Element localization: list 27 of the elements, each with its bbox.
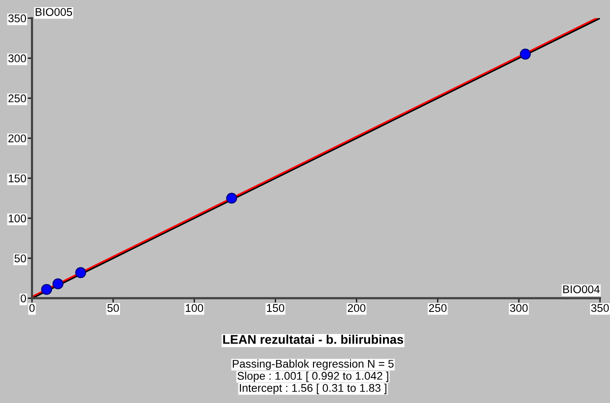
- y-tick-label: 0: [20, 294, 26, 302]
- x-tick-label: 250: [429, 304, 447, 312]
- y-tick-label: 150: [8, 174, 26, 182]
- text: LEAN rezultatai - b. bilirubinas: [223, 334, 404, 344]
- point: [41, 284, 52, 295]
- y-tick-label: 200: [8, 134, 26, 142]
- y-tick-label: 250: [8, 94, 26, 102]
- text: Slope : 1.001 [ 0.992 to 1.042 ]: [238, 372, 388, 382]
- point: [75, 267, 86, 278]
- x-tick-label: 350: [591, 304, 609, 312]
- y-axis-title: BIO005: [36, 8, 72, 16]
- x-axis-title: BIO004: [563, 285, 600, 294]
- y-tick-label: 300: [8, 54, 26, 62]
- x-tick-label: 50: [107, 304, 119, 312]
- y-tick-label: 350: [8, 14, 26, 22]
- text: Intercept : 1.56 [ 0.31 to 1.83 ]: [240, 384, 386, 394]
- x-tick-label: 150: [267, 304, 284, 312]
- y-tick-label: 50: [14, 254, 26, 262]
- point: [520, 48, 531, 60]
- x-tick-label: 0: [29, 304, 35, 312]
- x-tick-label: 300: [510, 304, 528, 312]
- x-tick-label: 200: [348, 304, 366, 312]
- point: [226, 192, 238, 204]
- point: [52, 278, 64, 290]
- x-tick-label: 100: [186, 304, 204, 312]
- y-tick-label: 100: [8, 214, 26, 222]
- text: Passing-Bablok regression N = 5: [232, 360, 394, 370]
